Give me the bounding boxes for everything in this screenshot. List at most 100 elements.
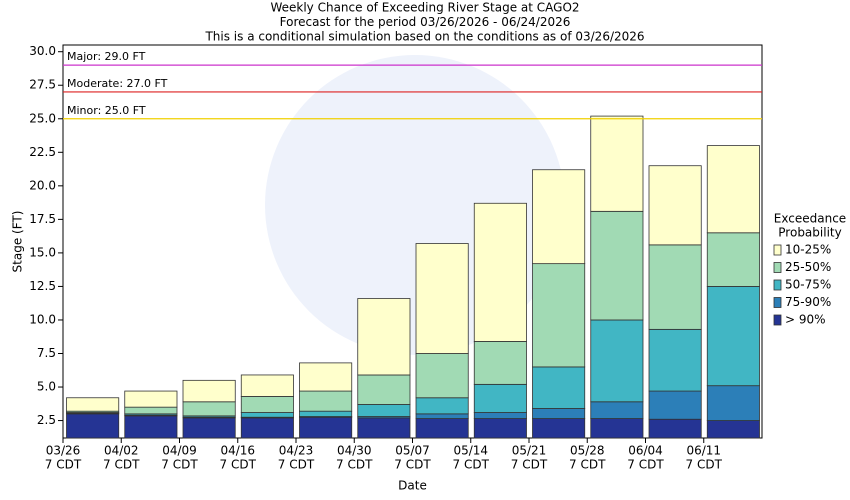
x-tick-label: 7 CDT — [220, 458, 257, 472]
threshold-label: Major: 29.0 FT — [67, 50, 146, 63]
y-tick-label: 10.0 — [29, 312, 56, 326]
x-tick-label: 7 CDT — [103, 458, 140, 472]
bar-segment — [66, 397, 120, 412]
bar-segment — [648, 165, 702, 246]
x-tick-label: 05/14 — [453, 444, 488, 458]
bar-segment — [706, 385, 760, 421]
chart-title: Weekly Chance of Exceeding River Stage a… — [270, 1, 579, 15]
y-tick-label: 2.5 — [37, 413, 56, 427]
bar-segment — [706, 420, 760, 439]
x-axis-label: Date — [398, 479, 427, 493]
x-tick-label: 03/26 — [46, 444, 81, 458]
y-axis-label: Stage (FT) — [11, 211, 25, 273]
legend-swatch — [773, 297, 782, 308]
bar-segment — [590, 319, 644, 403]
legend-title: Exceedance — [774, 212, 846, 226]
y-tick-label: 5.0 — [37, 380, 56, 394]
bar-segment — [706, 286, 760, 387]
chart-title: This is a conditional simulation based o… — [204, 30, 644, 44]
legend-label: > 90% — [785, 313, 826, 327]
x-tick-label: 7 CDT — [569, 458, 606, 472]
y-tick-label: 7.5 — [37, 346, 56, 360]
y-tick-label: 12.5 — [29, 279, 56, 293]
bar-segment — [357, 298, 411, 376]
bar-segment — [299, 362, 353, 392]
bar-segment — [299, 390, 353, 412]
y-tick-label: 15.0 — [29, 245, 56, 259]
x-tick-label: 7 CDT — [278, 458, 315, 472]
bar-segment — [648, 244, 702, 330]
bar-segment — [240, 374, 294, 397]
bar-segment — [590, 210, 644, 321]
legend-label: 10-25% — [785, 243, 831, 257]
bar-segment — [648, 328, 702, 392]
legend-swatch — [773, 244, 782, 256]
bar-segment — [532, 169, 586, 265]
x-tick-label: 04/23 — [279, 444, 314, 458]
y-tick-label: 22.5 — [29, 145, 56, 159]
bar-segment — [415, 413, 469, 419]
bar-segment — [532, 418, 586, 439]
bar-segment — [532, 408, 586, 419]
x-tick-label: 7 CDT — [453, 458, 490, 472]
x-tick-label: 7 CDT — [161, 458, 198, 472]
x-tick-label: 7 CDT — [45, 458, 82, 472]
legend-swatch — [773, 314, 782, 326]
bar-segment — [124, 390, 178, 408]
legend-label: 75-90% — [785, 295, 831, 309]
y-tick-label: 27.5 — [29, 78, 56, 92]
x-tick-label: 04/02 — [104, 444, 139, 458]
x-tick-label: 7 CDT — [394, 458, 431, 472]
bar-segment — [706, 232, 760, 287]
bar-segment — [299, 416, 353, 439]
bar-segment — [648, 418, 702, 439]
bar-segment — [182, 401, 236, 417]
x-tick-label: 05/07 — [395, 444, 430, 458]
x-tick-label: 05/28 — [570, 444, 605, 458]
legend-swatch — [773, 262, 782, 273]
bar-segment — [357, 374, 411, 405]
bar-segment — [473, 202, 527, 342]
x-tick-label: 06/04 — [628, 444, 663, 458]
bar-segment — [415, 243, 469, 354]
x-tick-label: 06/11 — [686, 444, 721, 458]
bar-segment — [590, 401, 644, 419]
x-tick-label: 7 CDT — [511, 458, 548, 472]
bar-segment — [648, 390, 702, 420]
x-tick-label: 05/21 — [512, 444, 547, 458]
legend-swatch — [773, 279, 782, 291]
bar-segment — [240, 412, 294, 418]
threshold-label: Minor: 25.0 FT — [67, 104, 146, 117]
chart-title: Forecast for the period 03/26/2026 - 06/… — [280, 15, 571, 29]
bar-segment — [415, 397, 469, 415]
threshold-label: Moderate: 27.0 FT — [67, 77, 168, 90]
bar-segment — [706, 145, 760, 234]
x-tick-label: 7 CDT — [686, 458, 723, 472]
bar-segment — [473, 418, 527, 439]
y-tick-label: 20.0 — [29, 178, 56, 192]
legend-label: 50-75% — [785, 278, 831, 292]
bar-segment — [473, 341, 527, 385]
bar-segment — [124, 406, 178, 415]
bar-segment — [182, 417, 236, 439]
bar-segment — [532, 263, 586, 368]
bar-segment — [590, 418, 644, 439]
x-tick-label: 7 CDT — [336, 458, 373, 472]
y-tick-label: 30.0 — [29, 44, 56, 58]
legend-title: Probability — [778, 226, 841, 240]
bar-segment — [532, 366, 586, 409]
bar-segment — [299, 410, 353, 417]
bar-segment — [415, 353, 469, 399]
bar-segment — [240, 396, 294, 413]
x-tick-label: 04/16 — [220, 444, 255, 458]
bar-segment — [182, 379, 236, 403]
bar-segment — [590, 115, 644, 212]
bar-segment — [357, 404, 411, 417]
bar-segment — [415, 418, 469, 439]
y-tick-label: 17.5 — [29, 212, 56, 226]
x-tick-label: 04/09 — [162, 444, 197, 458]
bar-segment — [473, 383, 527, 413]
bar-segment — [240, 417, 294, 439]
